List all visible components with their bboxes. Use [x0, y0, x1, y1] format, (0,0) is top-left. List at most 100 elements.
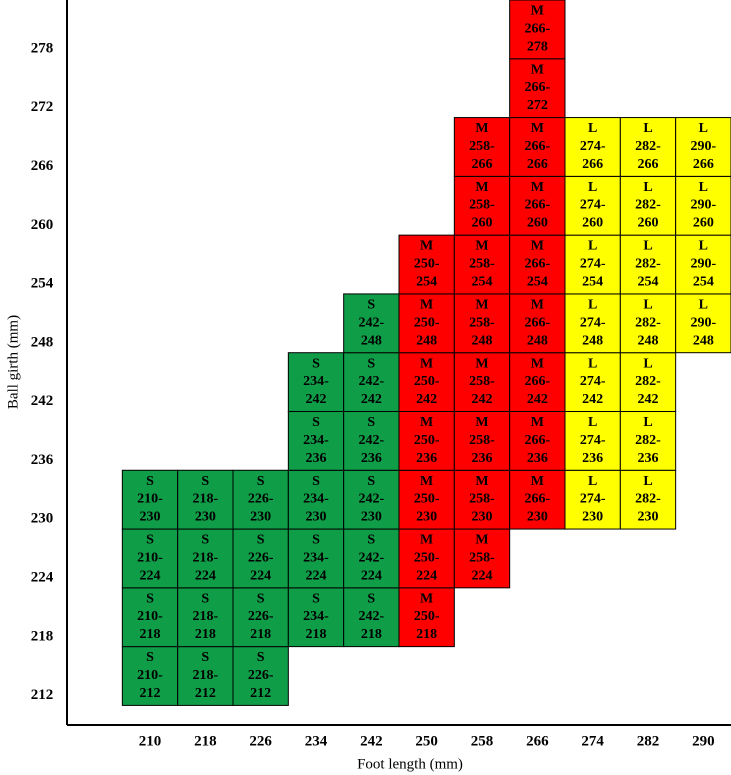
size-letter: L [699, 121, 708, 136]
size-cell [564, 410, 621, 471]
range-part: 254 [582, 275, 603, 290]
size-cell [232, 469, 289, 530]
size-cell [232, 528, 289, 589]
range-part: 218- [192, 551, 218, 566]
range-part: 242- [358, 609, 384, 624]
y-tick-label: 218 [31, 628, 54, 644]
range-part: 266 [693, 157, 714, 172]
range-part: 226- [248, 668, 274, 683]
range-part: 274- [580, 257, 606, 272]
range-part: 242 [527, 392, 548, 407]
range-part: 248 [416, 334, 437, 349]
size-letter: S [367, 591, 375, 606]
range-part: 258- [469, 257, 495, 272]
range-part: 224 [472, 569, 493, 584]
size-letter: M [531, 180, 544, 195]
size-cell [453, 117, 511, 177]
y-tick-label: 272 [31, 99, 54, 115]
size-range: 250- 230 [414, 492, 440, 525]
size-cell [453, 528, 511, 589]
range-part: 224 [140, 569, 161, 584]
range-part: 248 [472, 334, 493, 349]
range-part: 282- [635, 316, 661, 331]
x-axis-title: Foot length (mm) [357, 756, 463, 772]
size-letter: L [643, 298, 652, 313]
range-part: 250- [414, 433, 440, 448]
range-part: 274- [580, 374, 606, 389]
size-range: 282- 254 [635, 257, 661, 290]
size-cell [232, 646, 289, 706]
range-part: 290- [690, 316, 716, 331]
size-cell [619, 352, 677, 412]
size-letter: M [420, 474, 433, 489]
range-part: 218- [192, 609, 218, 624]
size-range: 234- 218 [303, 609, 329, 642]
size-range: 258- 230 [469, 492, 495, 525]
range-part: 248 [693, 334, 714, 349]
size-range: 258- 254 [469, 257, 495, 290]
range-part: 212 [250, 686, 271, 701]
size-letter: M [531, 474, 544, 489]
range-part: 266 [527, 157, 548, 172]
range-part: 290- [690, 198, 716, 213]
size-range: 218- 224 [192, 551, 218, 584]
range-part: 236 [527, 451, 548, 466]
range-part: 242 [472, 392, 493, 407]
range-part: 230 [472, 510, 493, 525]
range-part: 266 [638, 157, 659, 172]
size-range: 226- 224 [248, 551, 274, 584]
range-part: 210- [137, 609, 163, 624]
range-part: 250- [414, 492, 440, 507]
size-range: 274- 242 [580, 374, 606, 407]
size-cell [509, 58, 566, 119]
size-letter: S [201, 591, 209, 606]
range-part: 272 [527, 98, 548, 113]
size-range: 210- 212 [137, 668, 163, 701]
range-part: 254 [416, 275, 437, 290]
range-part: 242- [358, 374, 384, 389]
range-part: 218 [195, 627, 216, 642]
range-part: 248 [527, 334, 548, 349]
size-letter: S [146, 474, 154, 489]
range-part: 260 [693, 216, 714, 231]
size-range: 210- 230 [137, 492, 163, 525]
range-part: 236 [306, 451, 327, 466]
range-part: 224 [361, 569, 382, 584]
size-cell [675, 175, 731, 236]
size-cell [619, 469, 677, 530]
size-cell [121, 469, 179, 530]
size-letter: L [588, 298, 597, 313]
size-letter: M [420, 298, 433, 313]
size-letter: S [312, 415, 320, 430]
size-range: 258- 260 [469, 198, 495, 231]
x-tick-label: 234 [305, 733, 328, 749]
range-part: 290- [690, 257, 716, 272]
size-range: 282- 230 [635, 492, 661, 525]
y-tick-label: 278 [31, 40, 54, 56]
size-cell [398, 352, 455, 412]
size-letter: S [312, 474, 320, 489]
range-part: 282- [635, 492, 661, 507]
size-letter: S [201, 650, 209, 665]
range-part: 274- [580, 139, 606, 154]
size-range: 290- 248 [690, 316, 716, 349]
range-part: 250- [414, 609, 440, 624]
size-range: 274- 248 [580, 316, 606, 349]
range-part: 236 [582, 451, 603, 466]
size-range: 266- 254 [524, 257, 550, 290]
range-part: 218 [306, 627, 327, 642]
range-part: 242 [416, 392, 437, 407]
size-cell [287, 410, 345, 471]
range-part: 274- [580, 492, 606, 507]
size-letter: L [588, 121, 597, 136]
range-part: 248 [361, 334, 382, 349]
range-part: 254 [638, 275, 659, 290]
y-tick-label: 224 [31, 569, 54, 585]
size-range: 218- 230 [192, 492, 218, 525]
size-cell [509, 175, 566, 236]
size-letter: S [367, 533, 375, 548]
range-part: 260 [582, 216, 603, 231]
size-letter: S [312, 591, 320, 606]
y-tick-label: 230 [31, 511, 54, 527]
size-range: 250- 254 [414, 257, 440, 290]
